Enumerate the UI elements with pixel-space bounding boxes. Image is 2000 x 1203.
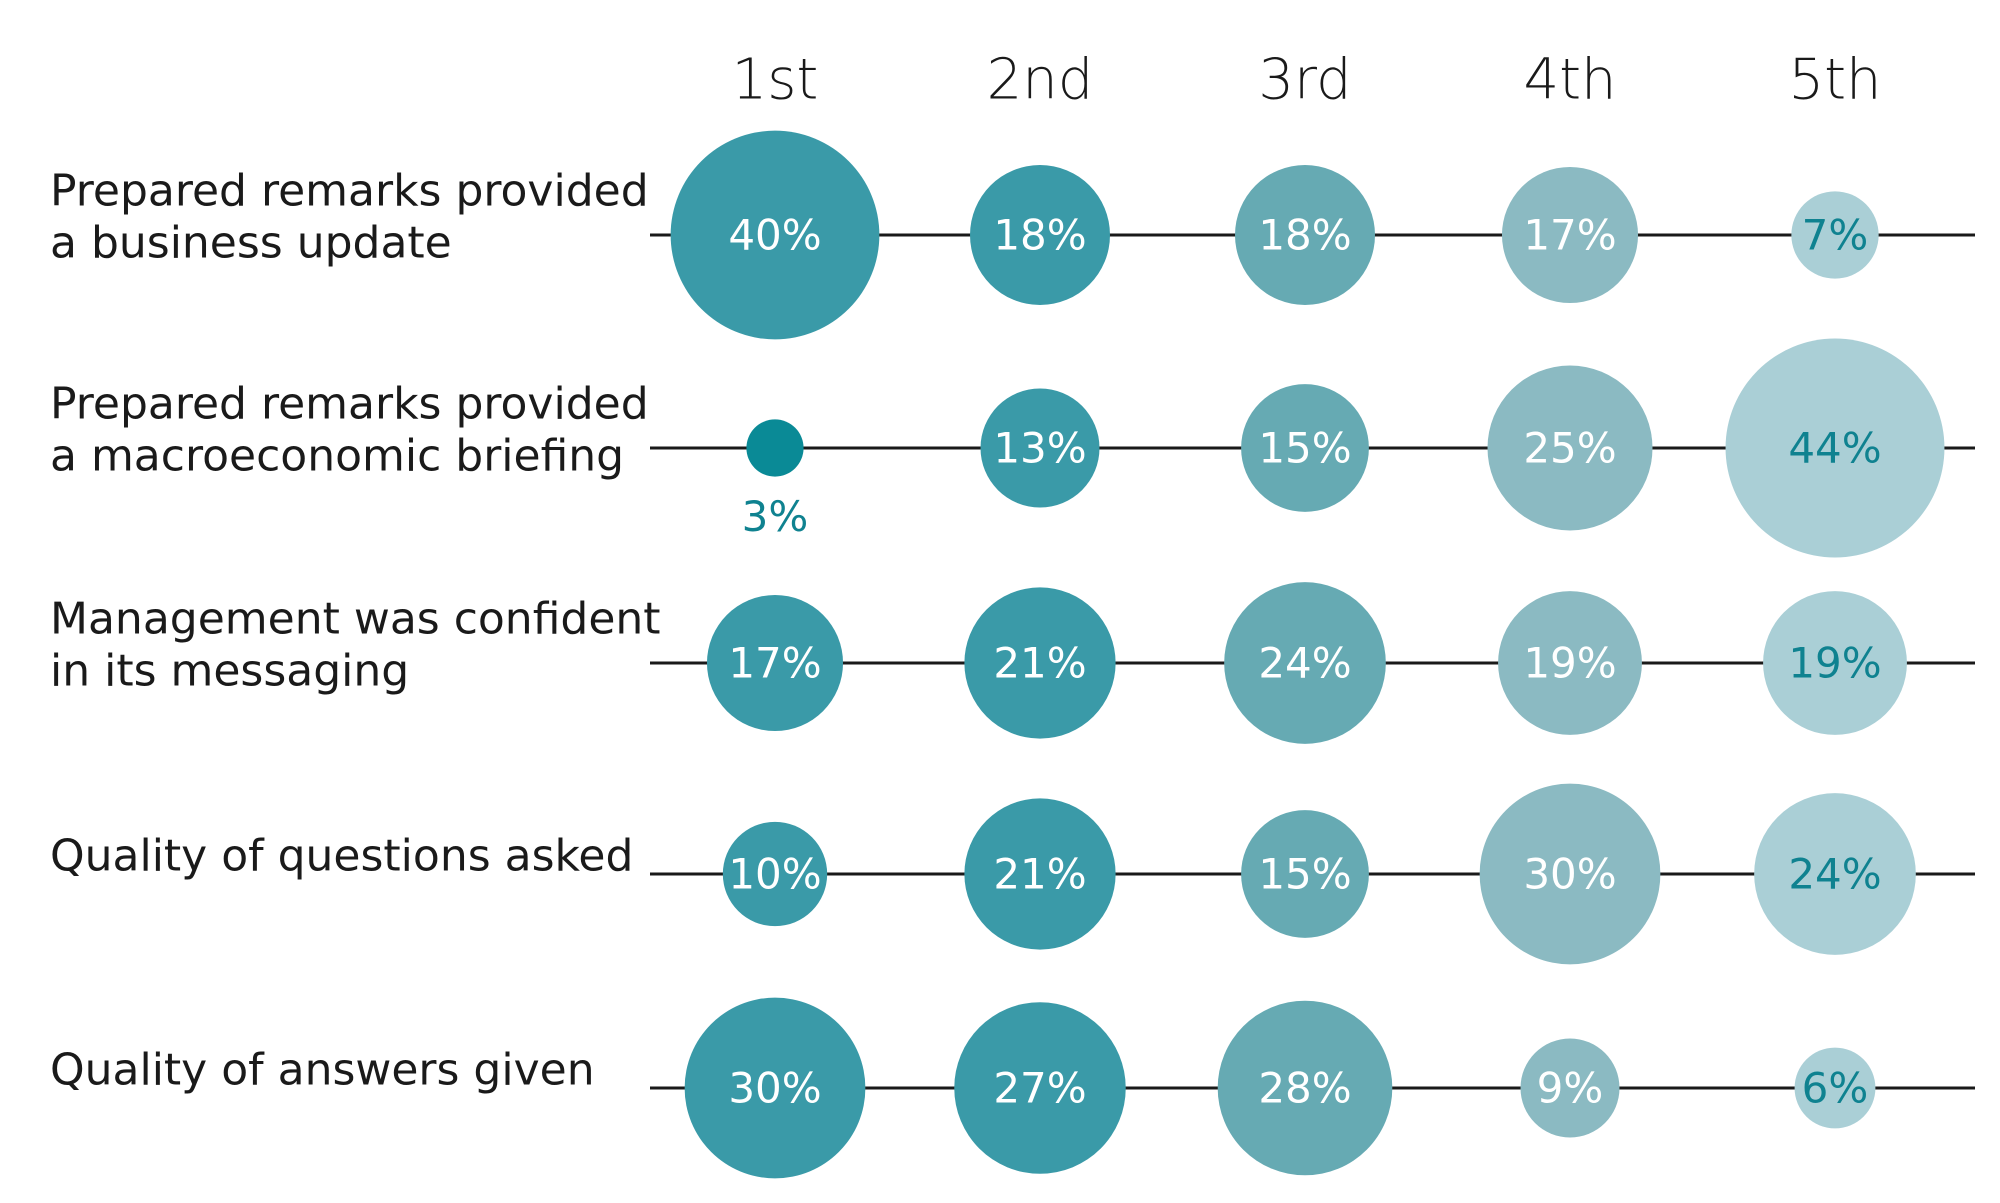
row-label: Prepared remarks provided — [50, 379, 649, 430]
row-label: Quality of questions asked — [50, 831, 633, 882]
bubble — [980, 388, 1100, 508]
bubble-value-label: 15% — [1258, 850, 1351, 899]
bubble-value-label: 3% — [742, 492, 809, 541]
row-label: in its messaging — [50, 646, 409, 697]
bubble-value-label: 19% — [1788, 639, 1881, 688]
bubble-value-label: 24% — [1258, 639, 1351, 688]
row-label: a business update — [50, 218, 452, 269]
bubble-value-label: 6% — [1802, 1064, 1869, 1113]
column-header-5: 5th — [1788, 48, 1881, 113]
bubble-value-label: 25% — [1523, 424, 1616, 473]
row-label: Quality of answers given — [50, 1045, 595, 1096]
bubble — [722, 821, 828, 927]
bubble — [1520, 1038, 1620, 1138]
row-label: Management was confident — [50, 594, 661, 645]
bubble — [1479, 783, 1661, 965]
bubble-value-label: 17% — [1523, 211, 1616, 260]
bubble-value-label: 18% — [1258, 211, 1351, 260]
bubble-value-label: 10% — [728, 850, 821, 899]
bubble-value-label: 24% — [1788, 850, 1881, 899]
bubble-value-label: 9% — [1537, 1064, 1604, 1113]
bubble — [684, 997, 866, 1179]
column-header-1: 1st — [732, 48, 819, 113]
bubble — [706, 594, 844, 732]
bubble — [1725, 338, 1945, 558]
bubble — [1217, 1000, 1393, 1176]
column-header-2: 2nd — [987, 48, 1094, 113]
bubble — [964, 798, 1116, 950]
bubble — [1235, 165, 1375, 305]
bubble — [1241, 384, 1369, 512]
bubble — [1241, 810, 1369, 938]
bubble — [1487, 365, 1653, 531]
bubble — [670, 130, 880, 340]
bubble — [964, 587, 1116, 739]
row-label: Prepared remarks provided — [50, 166, 649, 217]
bubble — [1754, 793, 1916, 955]
row-label: a macroeconomic briefing — [50, 431, 624, 482]
bubble-value-label: 21% — [993, 639, 1086, 688]
bubble — [1498, 591, 1642, 735]
chart-row: Quality of questions asked 10% 21% 15% 30% 24… — [50, 783, 1975, 965]
bubble — [1791, 191, 1879, 279]
bubble-value-label: 15% — [1258, 424, 1351, 473]
bubble — [1224, 582, 1386, 744]
bubble — [1763, 591, 1907, 735]
bubble — [1794, 1047, 1876, 1129]
bubble — [970, 165, 1110, 305]
bubble — [746, 419, 804, 477]
column-header-3: 3rd — [1258, 48, 1351, 113]
bubble-value-label: 27% — [993, 1064, 1086, 1113]
bubble-value-label: 19% — [1523, 639, 1616, 688]
column-header-4: 4th — [1523, 48, 1616, 113]
bubble-value-label: 40% — [728, 211, 821, 260]
bubble-value-label: 30% — [1523, 850, 1616, 899]
bubble-value-label: 30% — [728, 1064, 821, 1113]
bubble-value-label: 28% — [1258, 1064, 1351, 1113]
bubble-value-label: 7% — [1802, 211, 1869, 260]
bubble — [1501, 166, 1639, 304]
bubble-value-label: 44% — [1788, 424, 1881, 473]
bubble-value-label: 17% — [728, 639, 821, 688]
bubble-value-label: 21% — [993, 850, 1086, 899]
bubble-value-label: 13% — [993, 424, 1086, 473]
bubble-value-label: 18% — [993, 211, 1086, 260]
bubble — [954, 1002, 1126, 1174]
chart-row: Quality of answers given 30% 27% 28% 9% 6% — [50, 997, 1975, 1179]
column-headers: 1st 2nd 3rd 4th 5th — [732, 48, 1882, 113]
